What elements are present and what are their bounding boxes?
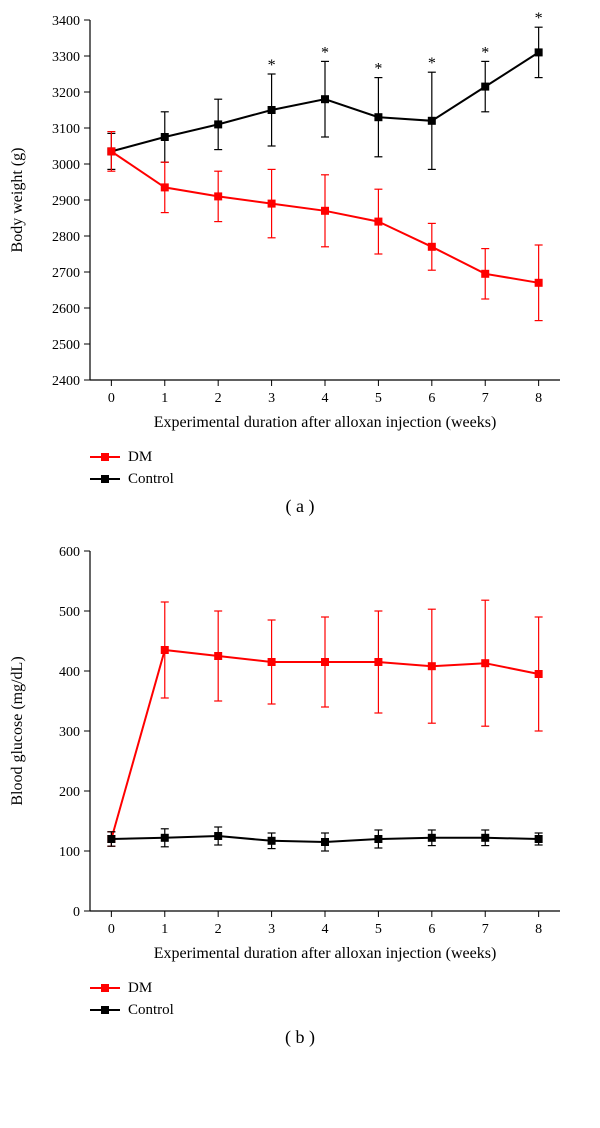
svg-text:300: 300 [59,725,80,740]
legend-row: DM [90,977,600,999]
svg-text:Experimental duration after al: Experimental duration after alloxan inje… [154,414,497,431]
svg-text:2: 2 [215,922,222,937]
svg-text:2700: 2700 [52,266,80,281]
svg-text:0: 0 [108,391,115,406]
chart-b-wrap: 0 100 200 300 400 500 600 0 1 2 3 4 5 6 7 8 Experimental… [0,531,600,971]
svg-text:3200: 3200 [52,86,80,101]
legend-a: DM Control [0,446,600,490]
svg-text:100: 100 [59,845,80,860]
svg-text:3300: 3300 [52,50,80,65]
svg-text:3100: 3100 [52,122,80,137]
svg-text:1: 1 [161,922,168,937]
svg-text:2900: 2900 [52,194,80,209]
svg-text:*: * [535,10,543,27]
svg-text:2400: 2400 [52,374,80,389]
svg-text:8: 8 [535,922,542,937]
legend-line [90,1009,120,1011]
legend-marker [101,984,109,992]
legend-marker [101,475,109,483]
svg-text:4: 4 [322,391,329,406]
svg-text:0: 0 [73,905,80,920]
svg-text:Blood glucose (mg/dL): Blood glucose (mg/dL) [9,656,26,805]
svg-text:4: 4 [322,922,329,937]
svg-text:*: * [374,61,382,78]
legend-line [90,478,120,480]
svg-text:7: 7 [482,391,489,406]
legend-row: DM [90,446,600,468]
svg-text:2800: 2800 [52,230,80,245]
legend-b: DM Control [0,977,600,1021]
figure-wrap: 2400250026002700280029003000310032003300… [0,0,600,1048]
svg-text:2500: 2500 [52,338,80,353]
svg-text:*: * [428,55,436,72]
svg-text:3000: 3000 [52,158,80,173]
chart-b: 0 100 200 300 400 500 600 0 1 2 3 4 5 6 7 8 Experimental… [0,531,600,966]
svg-text:Experimental duration after al: Experimental duration after alloxan inje… [154,945,497,962]
svg-text:5: 5 [375,391,382,406]
legend-row: Control [90,468,600,490]
legend-label: DM [128,980,152,997]
svg-text:400: 400 [59,665,80,680]
svg-text:*: * [481,44,489,61]
svg-text:Body weight (g): Body weight (g) [9,148,26,253]
legend-label: Control [128,1002,174,1019]
svg-text:500: 500 [59,605,80,620]
svg-text:600: 600 [59,545,80,560]
chart-a: 2400 2500 2600 2700 2800 2900 3000 3100 3200 3300… [0,0,600,435]
svg-text:6: 6 [428,391,435,406]
svg-text:1: 1 [161,391,168,406]
caption-a: ( a ) [0,496,600,517]
svg-text:200: 200 [59,785,80,800]
svg-text:6: 6 [428,922,435,937]
svg-text:3: 3 [268,391,275,406]
legend-label: DM [128,449,152,466]
svg-text:3400: 3400 [52,14,80,29]
svg-text:8: 8 [535,391,542,406]
svg-text:5: 5 [375,922,382,937]
legend-marker [101,1006,109,1014]
legend-label: Control [128,471,174,488]
caption-b: ( b ) [0,1027,600,1048]
legend-line [90,987,120,989]
svg-text:2: 2 [215,391,222,406]
svg-text:0: 0 [108,922,115,937]
chart-a-wrap: 2400 2500 2600 2700 2800 2900 3000 3100 3200 3300… [0,0,600,440]
svg-text:3: 3 [268,922,275,937]
svg-text:*: * [321,44,329,61]
legend-line [90,456,120,458]
svg-text:2600: 2600 [52,302,80,317]
legend-row: Control [90,999,600,1021]
svg-text:*: * [268,57,276,74]
svg-text:7: 7 [482,922,489,937]
legend-marker [101,453,109,461]
